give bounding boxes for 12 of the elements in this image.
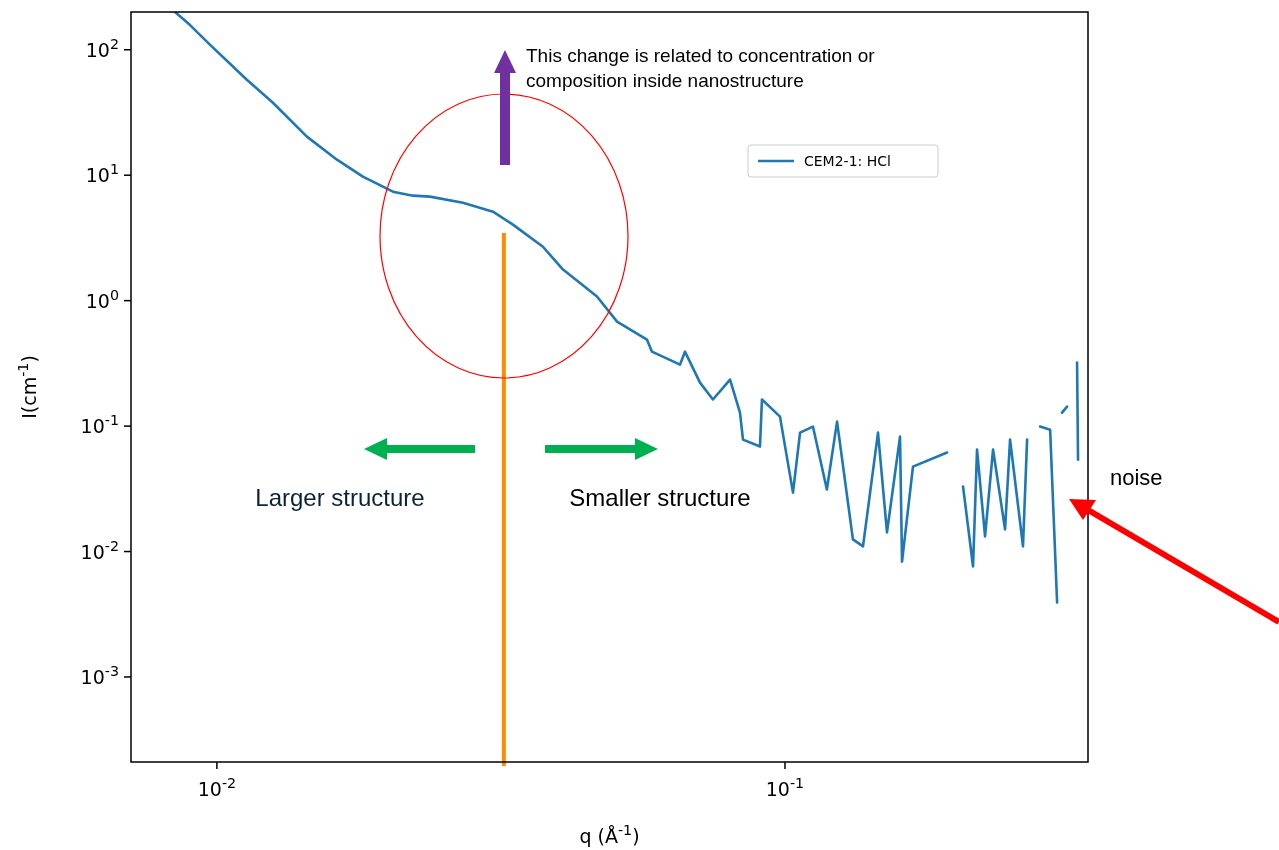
y-tick-label: 10$^{-1}$ [80, 412, 119, 438]
annotation: Larger structure [255, 484, 425, 511]
text: noise [1110, 465, 1163, 490]
x-axis-title: q (Å$^{-1}$) [579, 822, 640, 847]
y-tick-label: 10$^{-3}$ [80, 662, 119, 688]
legend-label: CEM2-1: HCl [804, 153, 891, 169]
annotation: Smaller structure [569, 484, 751, 511]
y-tick-label: 10$^{1}$ [85, 161, 119, 187]
annotation: This change is related to concentration or composition inside nanostructure [526, 45, 876, 91]
y-tick-label: 10$^{2}$ [85, 35, 119, 61]
y-tick-label: 10$^{0}$ [85, 286, 119, 312]
y-tick-label: 10$^{-2}$ [80, 537, 119, 563]
